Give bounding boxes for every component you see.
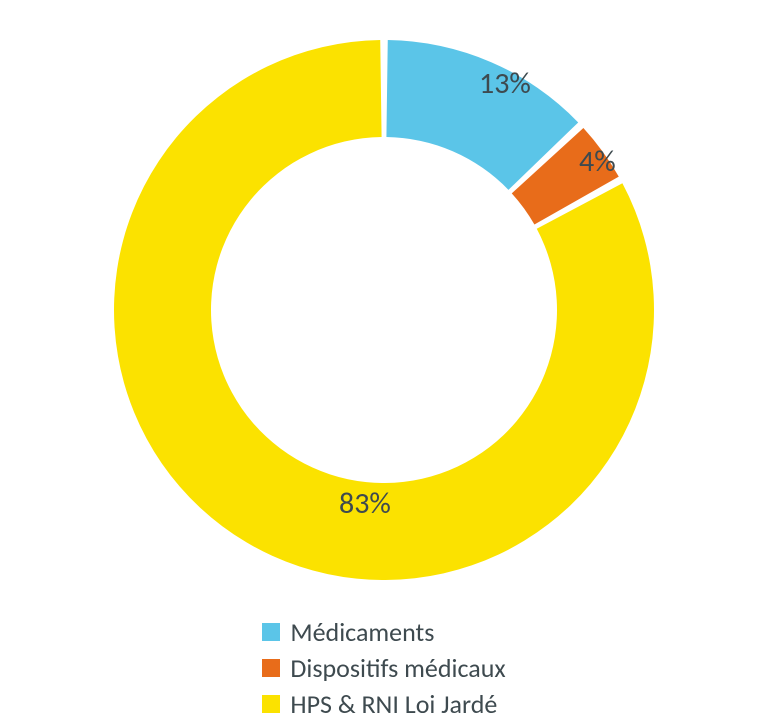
pct-label-dispositifs: 4%: [579, 143, 616, 180]
legend-item-medicaments: Médicaments: [262, 616, 434, 648]
donut-chart: 13% 4% 83%: [84, 10, 684, 610]
legend-label-hps_rni: HPS & RNI Loi Jardé: [290, 688, 497, 720]
legend-swatch-medicaments: [262, 623, 280, 641]
legend-label-dispositifs: Dispositifs médicaux: [290, 652, 505, 684]
legend-swatch-hps_rni: [262, 695, 280, 713]
legend-swatch-dispositifs: [262, 659, 280, 677]
pct-label-medicaments: 13%: [479, 65, 531, 102]
legend-item-hps_rni: HPS & RNI Loi Jardé: [262, 688, 497, 720]
legend: Médicaments Dispositifs médicaux HPS & RNI…: [262, 616, 505, 720]
legend-item-dispositifs: Dispositifs médicaux: [262, 652, 505, 684]
legend-label-medicaments: Médicaments: [290, 616, 434, 648]
pct-label-hps_rni: 83%: [339, 485, 391, 522]
